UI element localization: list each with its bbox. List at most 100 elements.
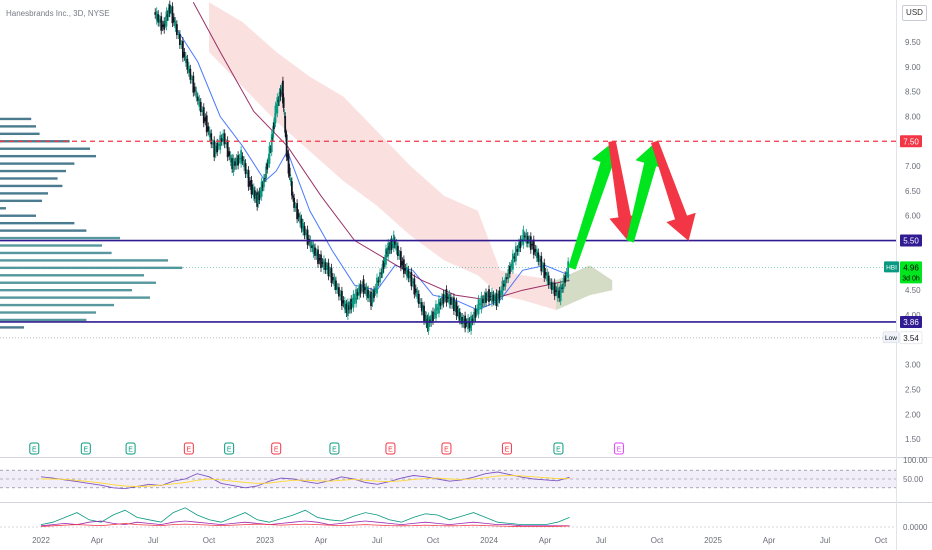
price-candle [293,197,296,208]
price-candle [269,149,272,151]
earnings-badge-frame [613,442,624,455]
price-candle [336,287,339,290]
earnings-event-badge[interactable]: E [80,442,91,455]
price-candle [267,157,270,164]
earnings-event-badge[interactable]: E [224,442,235,455]
last-price-label[interactable]: HBI 4.96 3d 0h [884,261,922,284]
volume-profile-bar [0,154,96,158]
price-candle [450,297,452,305]
volume-profile-bar [0,236,120,240]
earnings-event-badge[interactable]: E [501,442,512,455]
earnings-badge-frame [125,442,136,455]
price-candle [180,43,183,45]
price-axis-tick: 8.00 [905,112,921,121]
price-candle [329,270,331,274]
earnings-badge-frame [224,442,235,455]
price-candle [416,290,419,299]
price-candle [385,248,387,265]
price-candle [306,229,309,245]
price-series [154,0,570,335]
price-candle [365,286,368,297]
volume-profile-bar [0,244,102,247]
oscillator-pane-2 [0,507,896,528]
low-marker-tag: Low [885,335,897,342]
price-candle [516,249,519,252]
price-candle [353,297,356,301]
price-candle [522,229,525,245]
price-candle [379,272,381,283]
price-candle [350,299,353,310]
oscillator-line [41,475,570,487]
price-candle [555,290,558,292]
price-candle [387,242,390,257]
price-candle [299,215,301,224]
time-axis-tick: 2024 [480,536,498,545]
price-candle [541,265,544,269]
volume-profile-bar [0,125,36,128]
price-candle [272,125,275,138]
price-candle [318,257,321,261]
price-candle [433,312,436,315]
price-candle [158,19,161,23]
level-price-label-bg [900,234,922,247]
price-candle [391,242,394,244]
earnings-event-badge[interactable]: E [271,442,282,455]
price-candle [280,86,283,91]
price-axis-tick: 2.50 [905,385,921,394]
level-price-label[interactable]: 7.50 [900,135,922,148]
price-candle [303,225,306,236]
price-candle [380,272,383,275]
price-candle [192,75,195,93]
price-candle [345,303,348,314]
earnings-event-badge[interactable]: E [183,442,194,455]
price-candle [311,245,313,248]
price-axis[interactable]: 9.509.008.508.007.507.006.506.005.505.00… [903,38,928,532]
price-candle [362,279,365,294]
oscillator-line [40,507,570,525]
price-candle [309,239,312,249]
price-candle [243,160,245,168]
price-candle [160,16,163,31]
price-candle [173,17,175,23]
earnings-event-badge[interactable]: E [29,442,40,455]
price-candle [270,134,273,153]
time-axis[interactable]: 2022 Apr Jul Oct 2023 Apr Jul Oct 2024 Apr Jul Oct 2… [32,536,888,545]
earnings-event-badge[interactable]: E [613,442,624,455]
price-candle [273,122,275,130]
volume-profile-bar [0,184,63,188]
price-candle [526,235,529,244]
price-candle [523,235,526,238]
price-candle [356,292,359,296]
price-candle [346,302,349,316]
level-price-label[interactable]: 5.50 [900,234,922,247]
volume-profile-bar [0,281,156,284]
price-candle [244,163,247,175]
price-candle [155,11,158,21]
price-candle [364,287,366,291]
earnings-event-badge[interactable]: E [329,442,340,455]
earnings-event-badge[interactable]: E [125,442,136,455]
oscillator-pane-1 [0,469,896,490]
volume-profile-bar [0,288,132,292]
level-price-label[interactable]: 3.86 [900,315,922,328]
earnings-badge-letter: E [32,447,37,454]
price-candle [498,290,501,300]
price-candle [207,126,210,132]
price-candle [377,280,380,283]
earnings-badge-letter: E [505,447,510,454]
price-candle [351,301,354,304]
price-candle [167,7,170,17]
price-candle [229,155,232,163]
oscillator-axis-tick: 100.00 [903,456,928,465]
price-candle [198,98,201,107]
price-candle [398,254,401,256]
price-candle [381,264,384,275]
price-candle [492,294,495,302]
earnings-event-badge[interactable]: E [441,442,452,455]
earnings-event-badge[interactable]: E [385,442,396,455]
earnings-event-badge[interactable]: E [553,442,564,455]
price-candle [323,259,325,270]
price-candle [359,284,362,294]
currency-button[interactable]: USD [902,5,927,21]
price-candle [165,11,168,27]
